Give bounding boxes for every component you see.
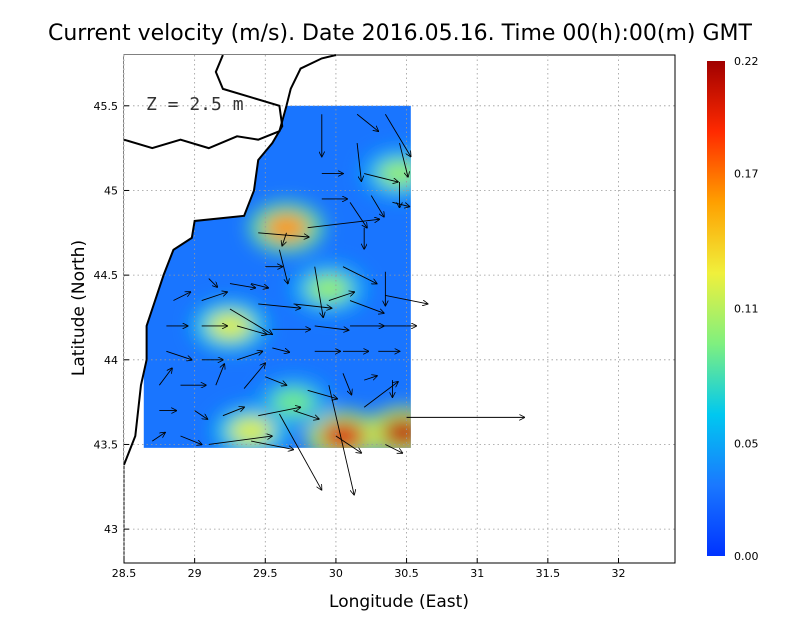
velocity-arrow xyxy=(222,407,244,417)
speed-core xyxy=(229,416,274,445)
colorbar-tick-label: 0.22 xyxy=(734,55,759,68)
speed-core xyxy=(377,159,411,188)
speed-core xyxy=(381,418,411,447)
velocity-arrow xyxy=(314,266,323,317)
x-tick-label: 30 xyxy=(329,567,343,580)
x-tick-label: 29.5 xyxy=(253,567,278,580)
velocity-arrow xyxy=(279,413,321,490)
x-axis-ticks: 28.5 29 29.5 30 30.5 31 31.5 32 xyxy=(112,558,625,580)
velocity-arrow xyxy=(236,325,266,334)
y-tick-label: 44 xyxy=(104,354,118,367)
velocity-arrow xyxy=(363,382,398,408)
x-tick-label: 30.5 xyxy=(394,567,419,580)
velocity-arrow xyxy=(158,368,172,386)
velocity-arrow xyxy=(208,278,217,287)
y-tick-label: 45.5 xyxy=(94,100,119,113)
velocity-arrow xyxy=(342,266,377,284)
velocity-arrow xyxy=(208,436,272,445)
y-tick-label: 45 xyxy=(104,184,118,197)
velocity-arrow xyxy=(342,373,351,394)
velocity-arrow xyxy=(384,114,410,156)
coastline-north xyxy=(123,54,337,150)
velocity-arrow xyxy=(229,283,255,288)
velocity-arrow xyxy=(356,143,361,181)
chart-title: Current velocity (m/s). Date 2016.05.16.… xyxy=(48,21,753,46)
colorbar-tick-label: 0.11 xyxy=(734,303,759,316)
x-tick-label: 28.5 xyxy=(112,567,137,580)
velocity-arrow xyxy=(307,389,337,398)
x-tick-label: 32 xyxy=(611,567,625,580)
velocity-arrow xyxy=(293,303,332,308)
velocity-arrow xyxy=(258,303,300,308)
velocity-arrow xyxy=(328,292,354,301)
velocity-arrow xyxy=(399,142,408,177)
velocity-arrow xyxy=(265,376,286,385)
velocity-arrow xyxy=(243,363,265,389)
velocity-arrow xyxy=(166,350,191,359)
speed-core xyxy=(306,274,351,303)
velocity-arrow xyxy=(258,232,308,237)
speed-core xyxy=(271,388,316,417)
velocity-arrow xyxy=(229,308,272,334)
colorbar: 0.00 0.05 0.11 0.17 0.22 xyxy=(707,55,759,563)
depth-annotation: Z = 2.5 m xyxy=(146,94,244,115)
velocity-arrow xyxy=(201,292,227,301)
speed-core xyxy=(320,422,365,448)
velocity-arrow xyxy=(173,292,190,301)
velocity-arrow xyxy=(364,376,377,381)
velocity-arrow xyxy=(356,113,378,131)
colorbar-tick-label: 0.17 xyxy=(734,168,759,181)
y-tick-label: 44.5 xyxy=(94,269,119,282)
coastline-west xyxy=(123,54,284,466)
velocity-arrow xyxy=(349,300,384,314)
velocity-arrow xyxy=(215,364,224,386)
velocity-arrow xyxy=(392,201,409,206)
velocity-arrow xyxy=(282,232,287,246)
x-tick-label: 29 xyxy=(188,567,202,580)
velocity-arrow xyxy=(385,295,427,303)
speed-field xyxy=(124,55,411,563)
colorbar-ticks: 0.00 0.05 0.11 0.17 0.22 xyxy=(734,55,759,563)
velocity-arrow xyxy=(180,435,202,444)
y-tick-label: 43.5 xyxy=(94,438,119,451)
velocity-arrow xyxy=(236,351,262,361)
x-axis-label: Longitude (East) xyxy=(329,592,469,612)
y-axis-label: Latitude (North) xyxy=(69,240,89,376)
speed-core xyxy=(264,213,309,242)
colorbar-ramp xyxy=(707,61,725,556)
velocity-arrow xyxy=(293,410,319,419)
velocity-arrow xyxy=(307,219,379,229)
velocity-arrow xyxy=(364,173,398,182)
velocity-arrow xyxy=(251,283,268,288)
velocity-arrow xyxy=(370,195,384,217)
velocity-arrow xyxy=(272,347,289,352)
coastline xyxy=(123,54,337,466)
grid-lines xyxy=(123,55,675,563)
land-mask-north xyxy=(124,55,336,149)
colorbar-tick-label: 0.00 xyxy=(734,550,759,563)
velocity-arrow xyxy=(349,202,367,227)
land-mask xyxy=(124,55,283,563)
x-tick-label: 31 xyxy=(470,567,484,580)
x-tick-label: 31.5 xyxy=(536,567,561,580)
velocity-arrow xyxy=(258,407,300,417)
velocity-arrow xyxy=(314,325,349,330)
velocity-arrow xyxy=(385,444,402,452)
y-axis-ticks: 43 43.5 44 44.5 45 45.5 xyxy=(94,100,129,536)
y-tick-label: 43 xyxy=(104,523,118,536)
velocity-vectors xyxy=(152,113,524,494)
velocity-arrow xyxy=(194,410,208,419)
velocity-arrow xyxy=(335,435,361,453)
colorbar-tick-label: 0.05 xyxy=(734,438,759,451)
velocity-arrow xyxy=(278,249,287,284)
speed-core xyxy=(207,311,252,340)
velocity-arrow xyxy=(251,440,293,449)
velocity-arrow xyxy=(152,433,165,442)
